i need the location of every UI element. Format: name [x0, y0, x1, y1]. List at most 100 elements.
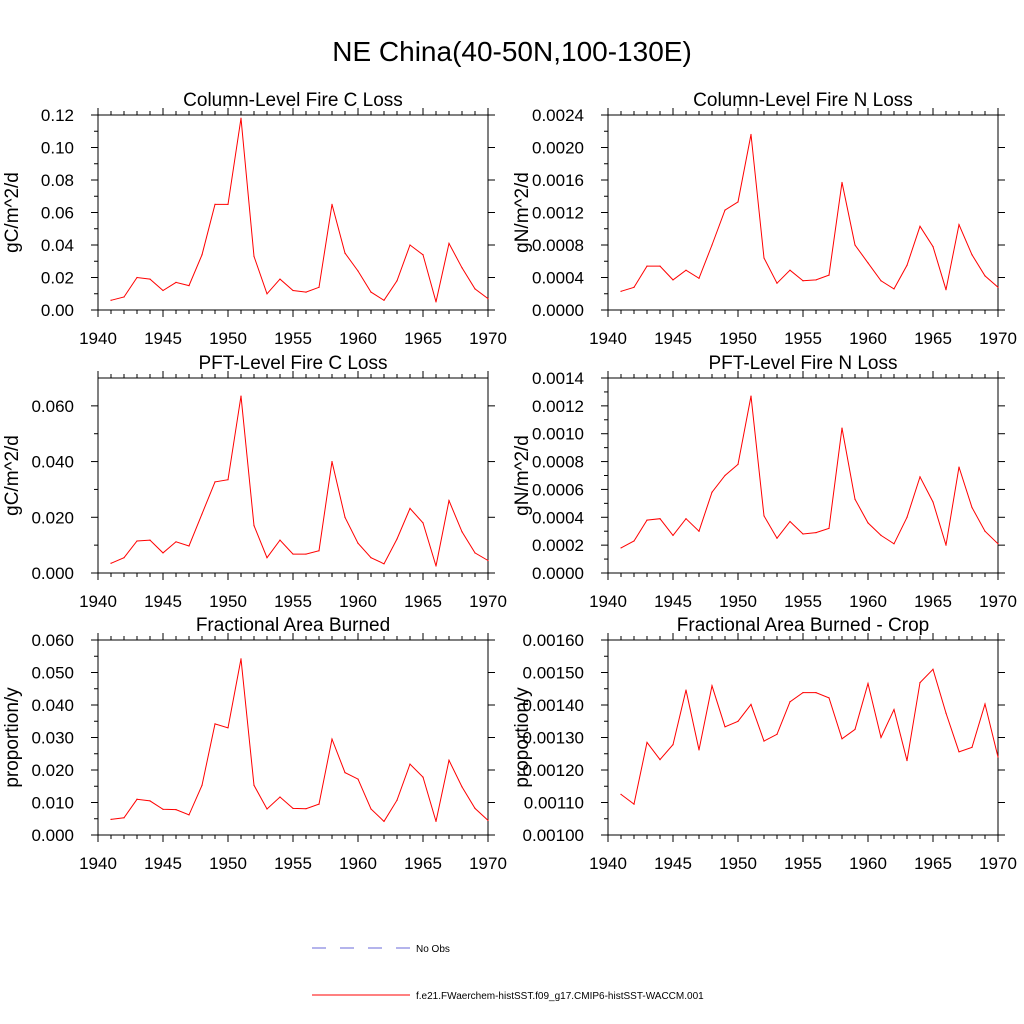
x-tick-label: 1970 [469, 329, 507, 348]
data-point [672, 534, 674, 536]
data-point [253, 255, 255, 257]
data-point [828, 274, 830, 276]
legend-label-2: f.e21.FWaerchem-histSST.f09_g17.CMIP6-hi… [416, 991, 704, 1002]
data-point [266, 293, 268, 295]
x-tick-label: 1950 [719, 592, 757, 611]
panel-title: PFT-Level Fire N Loss [709, 353, 898, 374]
y-tick-label: 0.0000 [532, 564, 584, 583]
x-tick-label: 1945 [144, 854, 182, 873]
data-point [474, 288, 476, 290]
data-point [175, 281, 177, 283]
data-point [789, 269, 791, 271]
y-tick-label: 0.0000 [532, 301, 584, 320]
data-point [802, 692, 804, 694]
data-point [893, 708, 895, 711]
data-point [435, 565, 437, 567]
data-point [698, 749, 700, 751]
data-point [136, 540, 138, 542]
x-tick-label: 1940 [589, 329, 627, 348]
x-tick-label: 1955 [274, 854, 312, 873]
x-tick-label: 1950 [719, 854, 757, 873]
x-tick-label: 1960 [849, 854, 887, 873]
data-point [448, 759, 450, 761]
panel-title: Fractional Area Burned [196, 615, 390, 636]
data-point [253, 784, 255, 786]
data-point [789, 520, 791, 523]
x-tick-label: 1940 [589, 854, 627, 873]
y-tick-label: 0.000 [31, 826, 74, 845]
x-tick-label: 1965 [404, 854, 442, 873]
data-point [750, 395, 752, 397]
plot-frame [607, 639, 999, 836]
x-tick-label: 1945 [654, 592, 692, 611]
data-point [789, 701, 791, 703]
data-point [737, 463, 739, 465]
legend-label-1: No Obs [416, 944, 450, 955]
data-point [422, 254, 424, 256]
x-tick-label: 1940 [79, 854, 117, 873]
y-axis-label: proportion/y [2, 687, 23, 788]
x-tick-label: 1950 [209, 329, 247, 348]
data-point [305, 291, 307, 293]
chart-panel-3: PFT-Level Fire C Loss gC/m^2/d 1940 1945 195… [2, 353, 507, 611]
data-point [880, 280, 882, 282]
x-tick-label: 1960 [339, 592, 377, 611]
series-line [110, 658, 489, 823]
series-line [110, 396, 489, 567]
data-point [776, 537, 778, 539]
y-tick-label: 0.040 [31, 696, 74, 715]
x-tick-label: 1970 [469, 854, 507, 873]
data-point [919, 681, 921, 684]
data-point [305, 808, 307, 810]
data-point [461, 267, 463, 269]
legend: No Obs f.e21.FWaerchem-histSST.f09_g17.CM… [312, 944, 704, 1002]
data-point [932, 501, 934, 503]
data-point [435, 301, 437, 303]
data-point [685, 518, 687, 520]
data-point [435, 820, 437, 822]
x-tick-label: 1940 [79, 329, 117, 348]
x-tick-label: 1960 [849, 329, 887, 348]
data-point [997, 756, 999, 758]
x-tick-label: 1955 [784, 592, 822, 611]
data-point [893, 288, 895, 290]
data-point [633, 803, 635, 805]
data-point [763, 740, 765, 742]
chart-panel-2: Column-Level Fire N Loss gN/m^2/d 1940 1945… [512, 90, 1017, 348]
data-point [854, 728, 856, 730]
data-point [685, 689, 687, 691]
data-point [659, 759, 661, 761]
series-line [110, 118, 489, 303]
data-point [266, 808, 268, 810]
data-point [737, 201, 739, 203]
series-line [620, 134, 999, 292]
y-tick-label: 0.0008 [532, 236, 584, 255]
data-point [227, 479, 229, 481]
data-point [802, 280, 804, 282]
data-point [932, 668, 934, 670]
data-point [279, 278, 281, 280]
data-point [227, 203, 229, 205]
data-point [815, 692, 817, 694]
y-tick-label: 0.0002 [532, 536, 584, 555]
data-point [175, 541, 177, 543]
data-point [214, 481, 216, 483]
chart-panel-4: PFT-Level Fire N Loss gN/m^2/d 1940 1945 195… [512, 353, 1017, 611]
data-point [724, 474, 726, 477]
y-axis-label: gN/m^2/d [512, 435, 533, 516]
data-point [971, 506, 973, 509]
data-point [893, 543, 895, 545]
y-tick-label: 0.020 [31, 508, 74, 527]
data-point [880, 736, 882, 739]
x-tick-label: 1950 [209, 592, 247, 611]
data-point [698, 530, 700, 532]
data-point [188, 814, 190, 816]
data-point [776, 282, 778, 284]
data-point [854, 244, 856, 246]
data-point [201, 784, 203, 786]
data-point [240, 658, 242, 660]
y-tick-label: 0.00160 [523, 631, 584, 650]
data-point [188, 545, 190, 547]
data-point [763, 515, 765, 517]
